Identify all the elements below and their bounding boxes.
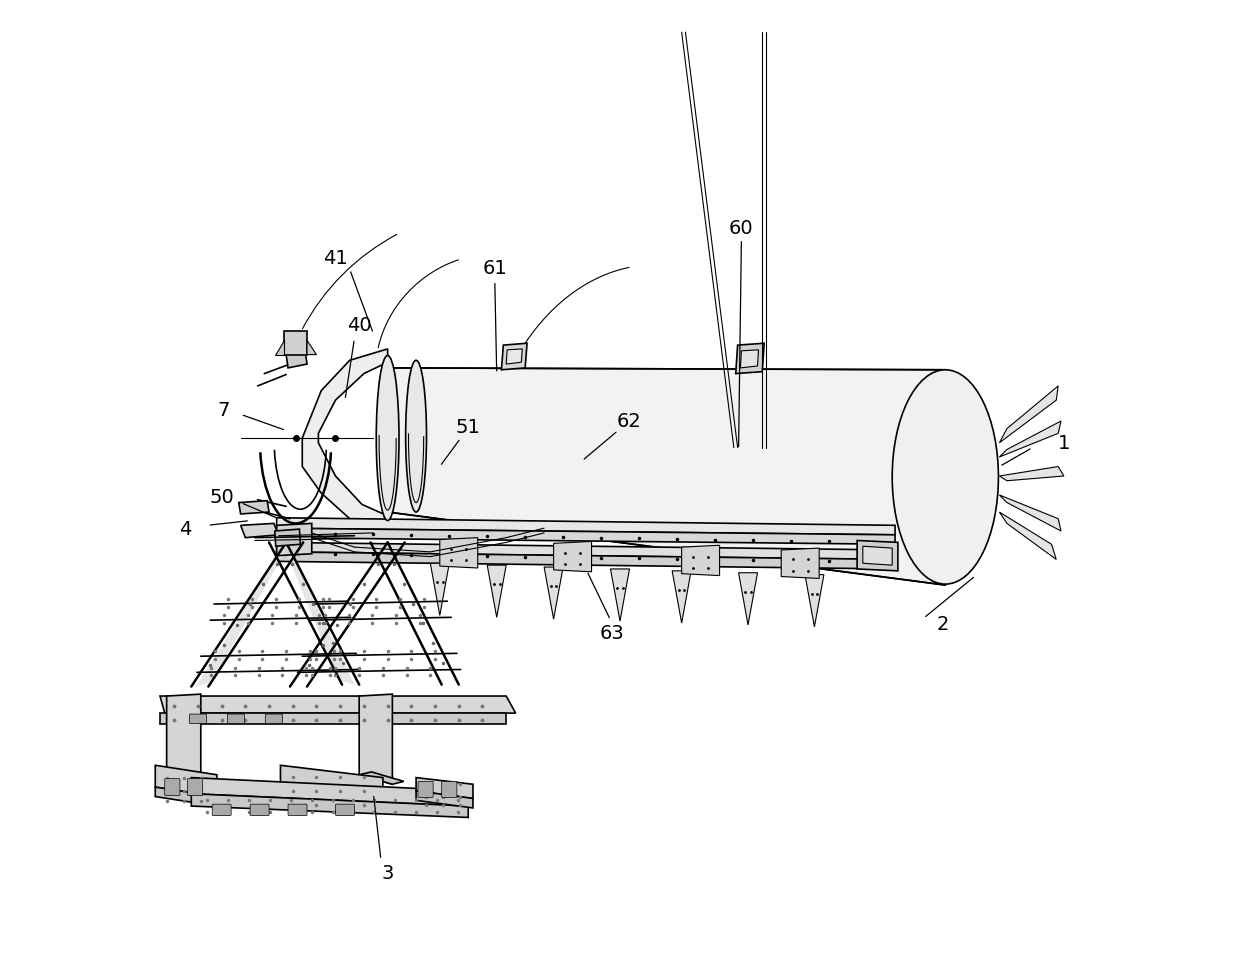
- FancyBboxPatch shape: [418, 781, 433, 798]
- Ellipse shape: [376, 356, 399, 521]
- Text: 51: 51: [456, 417, 481, 436]
- Polygon shape: [487, 565, 506, 618]
- Polygon shape: [430, 563, 449, 616]
- Polygon shape: [360, 695, 392, 784]
- Polygon shape: [166, 772, 212, 784]
- Polygon shape: [191, 794, 469, 818]
- Polygon shape: [682, 546, 719, 576]
- Text: 40: 40: [347, 315, 372, 335]
- Polygon shape: [805, 575, 823, 627]
- Polygon shape: [610, 569, 630, 621]
- Polygon shape: [999, 496, 1061, 532]
- Polygon shape: [735, 344, 764, 375]
- FancyBboxPatch shape: [212, 804, 231, 816]
- FancyBboxPatch shape: [227, 715, 244, 723]
- Polygon shape: [160, 697, 516, 714]
- Polygon shape: [277, 518, 895, 536]
- Text: 3: 3: [382, 863, 394, 882]
- Polygon shape: [999, 513, 1056, 559]
- FancyBboxPatch shape: [288, 804, 308, 816]
- Text: 62: 62: [618, 412, 642, 431]
- Polygon shape: [672, 571, 691, 623]
- Polygon shape: [999, 387, 1058, 443]
- FancyBboxPatch shape: [165, 779, 180, 796]
- Text: 4: 4: [180, 519, 192, 538]
- Polygon shape: [781, 549, 820, 578]
- Polygon shape: [280, 765, 383, 799]
- Ellipse shape: [405, 361, 427, 513]
- Text: 41: 41: [324, 249, 348, 268]
- Polygon shape: [155, 765, 217, 797]
- Polygon shape: [155, 787, 217, 806]
- Text: 60: 60: [729, 219, 754, 237]
- Polygon shape: [277, 529, 895, 545]
- Text: 1: 1: [1058, 434, 1070, 453]
- Polygon shape: [999, 421, 1061, 457]
- Polygon shape: [166, 695, 201, 784]
- FancyBboxPatch shape: [265, 715, 283, 723]
- FancyBboxPatch shape: [441, 781, 456, 798]
- Polygon shape: [740, 351, 759, 369]
- Polygon shape: [506, 350, 522, 365]
- Polygon shape: [283, 543, 355, 685]
- Text: 2: 2: [936, 614, 949, 633]
- Polygon shape: [544, 567, 563, 619]
- FancyBboxPatch shape: [250, 804, 269, 816]
- Polygon shape: [286, 352, 308, 369]
- Text: 7: 7: [217, 400, 229, 419]
- Polygon shape: [417, 791, 472, 808]
- Polygon shape: [388, 369, 945, 585]
- Text: 63: 63: [600, 623, 625, 642]
- Polygon shape: [553, 542, 591, 572]
- Polygon shape: [360, 772, 404, 784]
- Polygon shape: [501, 344, 527, 371]
- Polygon shape: [275, 341, 284, 355]
- Polygon shape: [239, 501, 269, 515]
- Polygon shape: [863, 547, 893, 565]
- Polygon shape: [739, 573, 758, 625]
- Polygon shape: [196, 543, 290, 687]
- Polygon shape: [191, 778, 469, 806]
- Ellipse shape: [893, 371, 998, 584]
- FancyBboxPatch shape: [190, 715, 207, 723]
- Polygon shape: [857, 541, 898, 571]
- Polygon shape: [275, 530, 300, 547]
- Polygon shape: [999, 467, 1064, 481]
- Polygon shape: [440, 538, 477, 568]
- FancyBboxPatch shape: [187, 779, 202, 796]
- FancyBboxPatch shape: [336, 804, 355, 816]
- Text: 50: 50: [210, 488, 234, 507]
- Polygon shape: [284, 332, 308, 355]
- Polygon shape: [303, 350, 388, 526]
- Polygon shape: [160, 714, 506, 724]
- Polygon shape: [277, 524, 311, 557]
- Polygon shape: [277, 553, 895, 569]
- Polygon shape: [308, 341, 316, 355]
- Polygon shape: [277, 543, 895, 559]
- Polygon shape: [241, 524, 279, 538]
- Text: 61: 61: [482, 258, 507, 277]
- Polygon shape: [417, 778, 472, 799]
- Polygon shape: [280, 787, 383, 810]
